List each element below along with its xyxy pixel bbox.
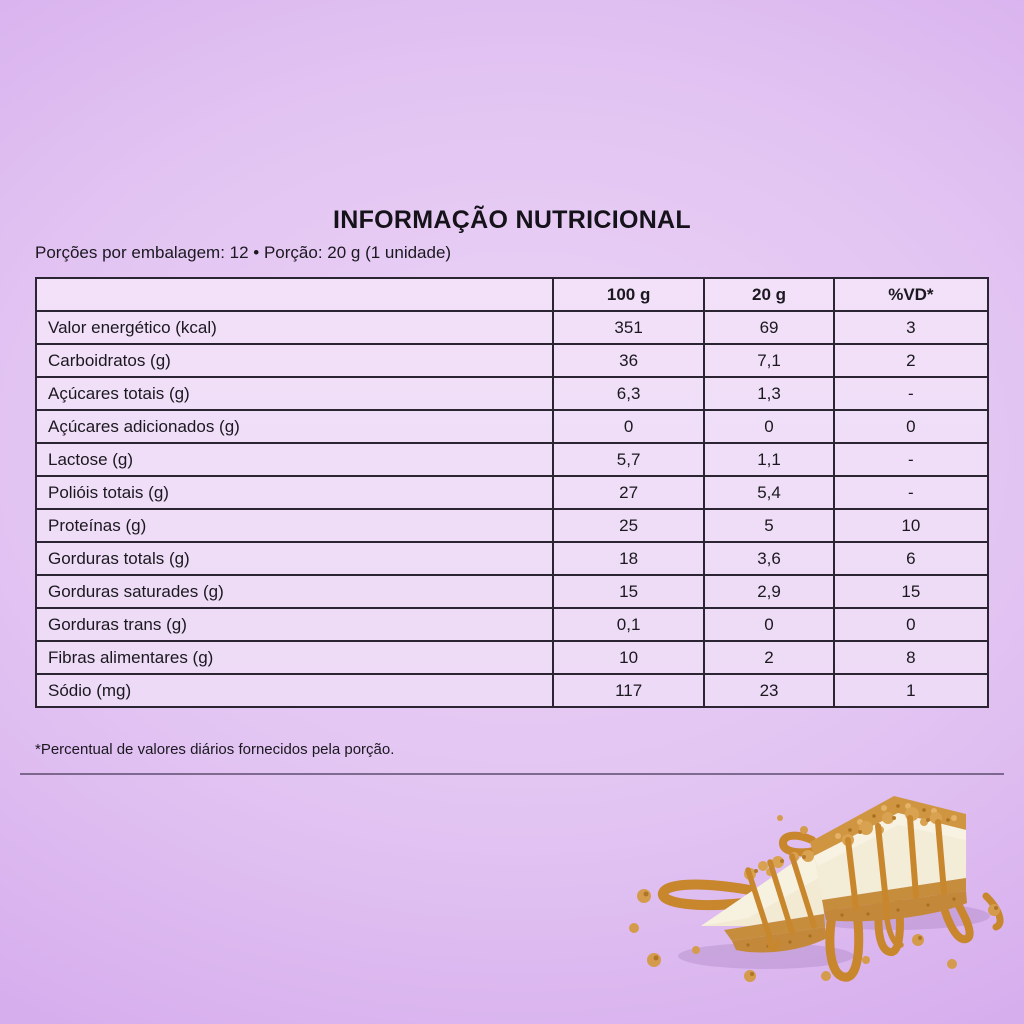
- table-row: Açúcares adicionados (g) 0 0 0: [35, 409, 990, 444]
- row-label: Carboidratos (g): [35, 343, 554, 378]
- row-label: Sódio (mg): [35, 673, 554, 708]
- table-row: Gorduras totals (g) 18 3,6 6: [35, 541, 990, 576]
- value-100g: 351: [551, 310, 706, 345]
- col-header-blank: [35, 277, 554, 312]
- row-label: Valor energético (kcal): [35, 310, 554, 345]
- page-title: INFORMAÇÃO NUTRICIONAL: [333, 206, 691, 234]
- cheesecake-slice-large: [810, 796, 967, 948]
- value-vd: 15: [832, 574, 990, 609]
- table-header-row: 100 g 20 g %VD*: [35, 277, 990, 312]
- table-row: Fibras alimentares (g) 10 2 8: [35, 640, 990, 675]
- value-100g: 10: [551, 640, 706, 675]
- table-row: Carboidratos (g) 36 7,1 2: [35, 343, 990, 378]
- value-100g: 5,7: [551, 442, 706, 477]
- value-vd: 10: [832, 508, 990, 543]
- value-20g: 69: [703, 310, 835, 345]
- table-row: Sódio (mg) 117 23 1: [35, 673, 990, 708]
- value-100g: 0: [551, 409, 706, 444]
- value-100g: 117: [551, 673, 706, 708]
- nutrition-table-body: Valor energético (kcal) 351 69 3 Carboidrato…: [35, 310, 990, 708]
- table-row: Gorduras trans (g) 0,1 0 0: [35, 607, 990, 642]
- value-100g: 0,1: [551, 607, 706, 642]
- row-label: Açúcares totais (g): [35, 376, 554, 411]
- value-vd: 8: [832, 640, 990, 675]
- footnote: *Percentual de valores diários fornecido…: [35, 741, 395, 758]
- caramel-drizzle-back: [658, 831, 818, 911]
- value-100g: 25: [551, 508, 706, 543]
- row-label: Açúcares adicionados (g): [35, 409, 554, 444]
- col-header-20g: 20 g: [703, 277, 835, 312]
- value-vd: 1: [832, 673, 990, 708]
- row-label: Fibras alimentares (g): [35, 640, 554, 675]
- table-row: Polióis totais (g) 27 5,4-: [35, 475, 990, 510]
- value-20g: 2: [703, 640, 835, 675]
- col-header-vd: %VD*: [832, 277, 990, 312]
- row-label: Lactose (g): [35, 442, 554, 477]
- col-header-100g: 100 g: [551, 277, 706, 312]
- value-vd: -: [832, 376, 990, 411]
- value-20g: 1,3: [703, 376, 835, 411]
- value-100g: 27: [551, 475, 706, 510]
- servings-line: Porções por embalagem: 12 • Porção: 20 g…: [35, 243, 452, 262]
- value-20g: 3,6: [703, 541, 835, 576]
- value-20g: 2,9: [703, 574, 835, 609]
- table-row: Valor energético (kcal) 351 69 3: [35, 310, 990, 345]
- value-20g: 0: [703, 607, 835, 642]
- row-label: Gorduras trans (g): [35, 607, 554, 642]
- cheesecake-illustration: [629, 796, 1004, 982]
- value-20g: 0: [703, 409, 835, 444]
- row-label: Gorduras saturades (g): [35, 574, 554, 609]
- table-row: Açúcares totais (g) 6,3 1,3-: [35, 376, 990, 411]
- value-20g: 23: [703, 673, 835, 708]
- value-100g: 6,3: [551, 376, 706, 411]
- nutrition-table: 100 g 20 g %VD* Valor energético (kcal) 3…: [35, 277, 990, 708]
- table-row: Proteínas (g) 25 5 10: [35, 508, 990, 543]
- table-row: Lactose (g) 5,7 1,1-: [35, 442, 990, 477]
- row-label: Gorduras totals (g): [35, 541, 554, 576]
- value-20g: 7,1: [703, 343, 835, 378]
- cheesecake-slice-small: [701, 850, 827, 953]
- value-20g: 5: [703, 508, 835, 543]
- value-vd: 6: [832, 541, 990, 576]
- divider-line: [20, 773, 1004, 775]
- value-100g: 18: [551, 541, 706, 576]
- value-vd: 2: [832, 343, 990, 378]
- value-20g: 5,4: [703, 475, 835, 510]
- caramel-drips: [825, 882, 1004, 982]
- value-vd: 3: [832, 310, 990, 345]
- value-20g: 1,1: [703, 442, 835, 477]
- value-vd: -: [832, 475, 990, 510]
- table-row: Gorduras saturades (g) 15 2,9 15: [35, 574, 990, 609]
- row-label: Proteínas (g): [35, 508, 554, 543]
- value-100g: 15: [551, 574, 706, 609]
- value-100g: 36: [551, 343, 706, 378]
- row-label: Polióis totais (g): [35, 475, 554, 510]
- value-vd: -: [832, 442, 990, 477]
- value-vd: 0: [832, 409, 990, 444]
- value-vd: 0: [832, 607, 990, 642]
- crumble-topping-large: [842, 807, 942, 846]
- crumbs: [629, 815, 1000, 982]
